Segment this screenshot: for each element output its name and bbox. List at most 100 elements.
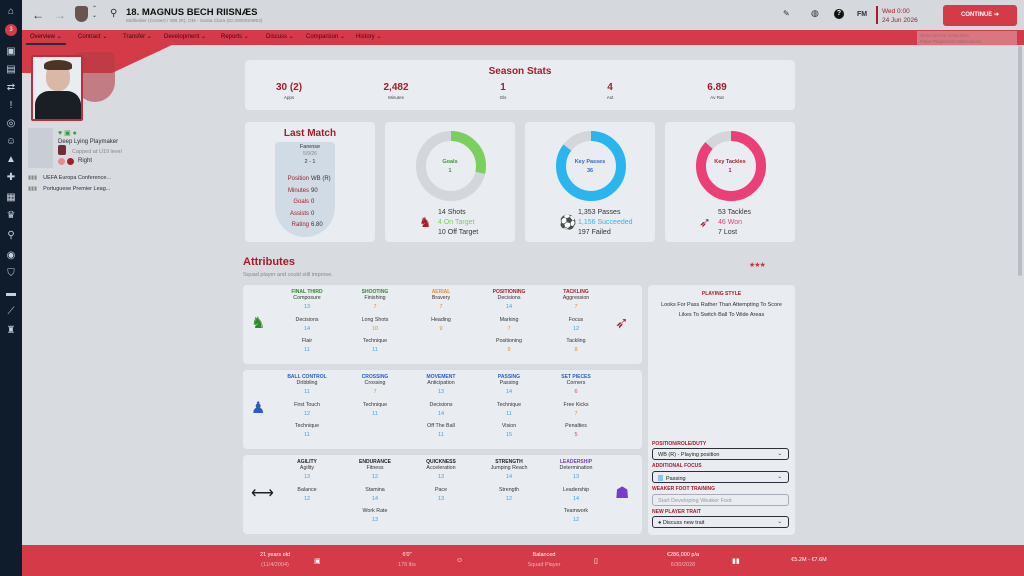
playing-style-title: PLAYING STYLE — [701, 291, 742, 297]
attribute-item[interactable]: Focus 12 — [541, 317, 611, 339]
attribute-item[interactable]: Free Kicks 7 — [541, 402, 611, 424]
attribute-value: 7 — [439, 304, 443, 310]
tab-development[interactable]: Development ⌄ — [164, 33, 206, 40]
inbox-icon[interactable]: 3 — [5, 24, 17, 36]
trophy-icon[interactable]: ♛ — [6, 210, 16, 221]
chevron-down-icon: ⌄ — [777, 451, 782, 457]
competition-item[interactable]: ▮▮▮ Portuguese Premier Leag... — [28, 186, 111, 192]
attribute-item[interactable]: Off The Ball 11 — [406, 423, 476, 445]
bulb-icon[interactable]: ◍ — [811, 8, 819, 18]
tab-comparison[interactable]: Comparison ⌄ — [306, 33, 345, 40]
edit-icon[interactable]: ✎ — [783, 9, 790, 18]
medical-icon[interactable]: ✚ — [6, 172, 16, 183]
search-icon[interactable]: ⚲ — [7, 230, 15, 241]
attribute-item[interactable]: Anticipation 13 — [406, 380, 476, 402]
weaker-foot-button[interactable]: Start Developing Weaker Foot — [652, 494, 789, 506]
attribute-item[interactable]: Technique 11 — [474, 402, 544, 424]
attribute-item[interactable]: Leadership 14 — [541, 487, 611, 509]
season-stat: 2,482 Minutes — [356, 82, 436, 100]
attribute-item[interactable]: Technique 11 — [272, 423, 342, 445]
tab-transfer[interactable]: Transfer ⌄ — [123, 33, 152, 40]
attribute-item[interactable]: Dribbling 11 — [272, 380, 342, 402]
attribute-item[interactable]: Acceleration 13 — [406, 465, 476, 487]
tab-discuss[interactable]: Discuss ⌄ — [266, 33, 294, 40]
fm-menu-button[interactable]: FM — [857, 11, 868, 18]
attribute-item[interactable]: Teamwork 12 — [541, 508, 611, 530]
attribute-item[interactable]: Balance 12 — [272, 487, 342, 509]
attribute-item[interactable]: Determination 13 — [541, 465, 611, 487]
attribute-item[interactable]: Agility 13 — [272, 465, 342, 487]
attribute-item[interactable]: Penalties 5 — [541, 423, 611, 445]
globe-icon[interactable]: ◎ — [6, 118, 16, 129]
attribute-name: Decisions — [497, 295, 521, 301]
attribute-item[interactable]: Jumping Reach 14 — [474, 465, 544, 487]
club-crest-icon[interactable] — [75, 6, 88, 22]
attribute-item[interactable]: Aggression 7 — [541, 295, 611, 317]
stat-number: 14 — [438, 209, 446, 216]
switch-player-icon[interactable]: ⌃ ⌄ — [92, 6, 98, 19]
attribute-item[interactable]: Technique 11 — [340, 402, 410, 424]
new-trait-dropdown[interactable]: ● Discuss new trait ⌄ — [652, 516, 789, 528]
continue-button[interactable]: CONTINUE ➜ — [943, 5, 1017, 26]
attribute-item[interactable]: Tackling 8 — [541, 338, 611, 360]
help-icon[interactable]: ? — [834, 9, 844, 19]
contract-info[interactable]: €286,000 p/a 6/30/2028 — [638, 552, 728, 568]
additional-focus-dropdown[interactable]: Passing ⌄ — [652, 471, 789, 483]
clipboard-icon[interactable]: ▤ — [6, 64, 16, 75]
club-icon[interactable]: ⛉ — [7, 268, 15, 279]
attribute-item[interactable]: Positioning 9 — [474, 338, 544, 360]
category-icon: ☗ — [615, 485, 630, 502]
scrollbar[interactable] — [1018, 46, 1022, 276]
search-icon[interactable]: ⚲ — [110, 8, 118, 19]
attribute-name: Focus — [568, 316, 584, 323]
tab-reports[interactable]: Reports ⌄ — [221, 33, 249, 40]
attribute-item[interactable]: Heading 9 — [406, 317, 476, 339]
staff-icon[interactable]: ☺ — [5, 136, 17, 147]
tab-label: Development — [164, 34, 200, 40]
attribute-item[interactable]: Work Rate 13 — [340, 508, 410, 530]
attribute-item[interactable]: Composure 13 — [272, 295, 342, 317]
back-icon[interactable]: ← — [32, 8, 44, 22]
attribute-item[interactable]: Technique 11 — [340, 338, 410, 360]
attribute-item[interactable]: Crossing 7 — [340, 380, 410, 402]
attribute-item[interactable]: Decisions 14 — [272, 317, 342, 339]
stats-icon[interactable]: ⟋ — [7, 306, 15, 317]
attribute-item[interactable]: Finishing 7 — [340, 295, 410, 317]
opponent-name[interactable]: Farense — [299, 144, 321, 150]
attribute-item[interactable]: Stamina 14 — [340, 487, 410, 509]
tab-history[interactable]: History ⌄ — [356, 33, 381, 40]
attribute-item[interactable]: First Touch 12 — [272, 402, 342, 424]
squad-icon[interactable]: ▣ — [6, 46, 16, 57]
attribute-item[interactable]: Vision 15 — [474, 423, 544, 445]
attribute-value: 11 — [438, 432, 444, 438]
attribute-item[interactable]: Decisions 14 — [406, 402, 476, 424]
attribute-item[interactable]: Passing 14 — [474, 380, 544, 402]
attribute-item[interactable]: Corners 6 — [541, 380, 611, 402]
competition-item[interactable]: ▮▮▮ UEFA Europa Conference... — [28, 175, 111, 181]
finance-icon[interactable]: ▬ — [6, 288, 16, 299]
scouting-icon[interactable]: ◉ — [6, 250, 16, 261]
attribute-item[interactable]: Flair 11 — [272, 338, 342, 360]
calendar-icon[interactable]: ▦ — [6, 192, 16, 203]
training-icon[interactable]: ▲ — [6, 154, 16, 165]
attribute-item[interactable]: Long Shots 10 — [340, 317, 410, 339]
attribute-value: 12 — [371, 474, 379, 480]
group-title: AERIAL — [431, 289, 451, 295]
position-role-dropdown[interactable]: WB (R) - Playing position ⌄ — [652, 448, 789, 460]
attribute-item[interactable]: Fitness 12 — [340, 465, 410, 487]
board-icon[interactable]: ♜ — [6, 325, 16, 336]
attribute-item[interactable]: Strength 12 — [474, 487, 544, 509]
attributes-title: Attributes — [243, 256, 295, 268]
tab-contract[interactable]: Contract ⌄ — [78, 33, 107, 40]
attribute-item[interactable]: Marking 7 — [474, 317, 544, 339]
reports-icon[interactable]: ! — [9, 100, 13, 111]
attribute-item[interactable]: Pace 13 — [406, 487, 476, 509]
home-icon[interactable]: ⌂ — [7, 6, 15, 17]
tab-overview[interactable]: Overview ⌄ — [26, 33, 66, 45]
stat-text: Passes — [597, 209, 621, 216]
attribute-item[interactable]: Decisions 14 — [474, 295, 544, 317]
attribute-item[interactable]: Bravery 7 — [406, 295, 476, 317]
advice-notification[interactable]: NEW ADVICE AVAILABLE Player Progression O… — [917, 31, 1017, 46]
transfers-icon[interactable]: ⇄ — [6, 82, 16, 93]
forward-icon[interactable]: → — [54, 8, 66, 22]
